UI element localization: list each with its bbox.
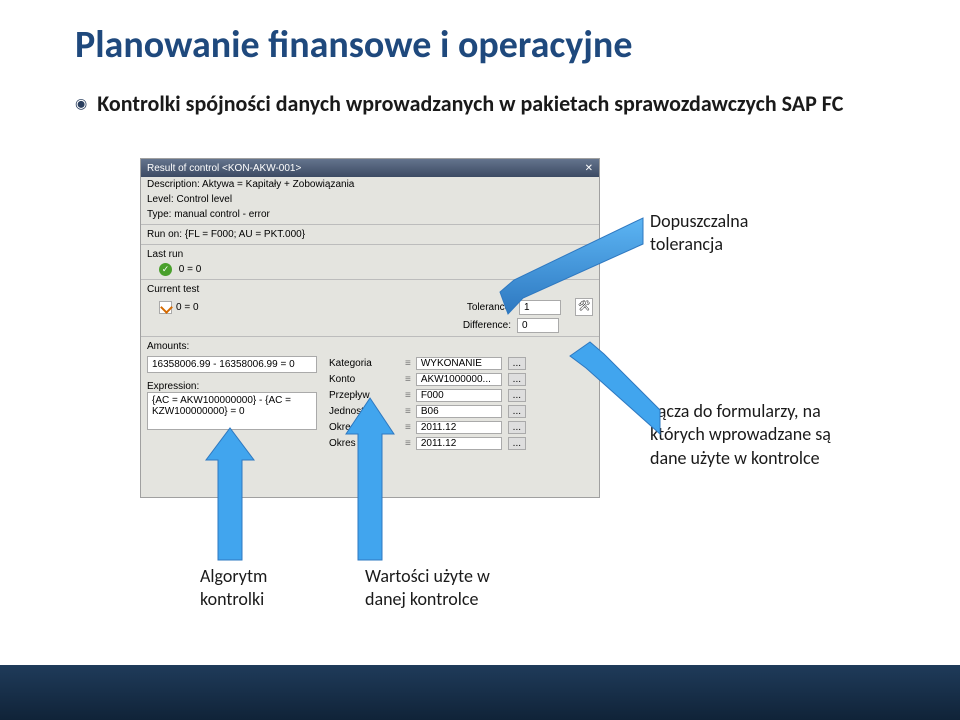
field-lookup-button[interactable]: ... — [508, 405, 526, 418]
field-label: Kategoria — [329, 358, 399, 369]
label-lastrun: Last run — [147, 249, 183, 260]
field-lookup-button[interactable]: ... — [508, 357, 526, 370]
page-title: Planowanie finansowe i operacyjne — [75, 22, 632, 68]
arrow-tolerance — [478, 210, 658, 320]
field-value[interactable]: 2011.12 — [416, 421, 502, 434]
field-value[interactable]: AKW1000000... — [416, 373, 502, 386]
field-label: Konto — [329, 374, 399, 385]
resize-icon[interactable]: ≡ — [405, 390, 410, 401]
annot-values: Wartości użyte w danej kontrolce — [365, 565, 490, 612]
field-row: Konto ≡ AKW1000000...... — [323, 372, 593, 387]
edit-icon[interactable] — [159, 301, 172, 314]
field-lookup-button[interactable]: ... — [508, 437, 526, 450]
amounts-expression: 16358006.99 - 16358006.99 = 0 — [147, 356, 317, 373]
field-value[interactable]: 2011.12 — [416, 437, 502, 450]
label-currenttest: Current test — [147, 284, 199, 295]
arrow-algorithm — [200, 420, 260, 570]
annot-tolerance: Dopuszczalna tolerancja — [650, 210, 748, 257]
label-amounts: Amounts: — [147, 341, 189, 352]
resize-icon[interactable]: ≡ — [405, 422, 410, 433]
field-lookup-button[interactable]: ... — [508, 373, 526, 386]
row-description: Description: Aktywa = Kapitały + Zobowią… — [141, 177, 599, 192]
label-difference: Difference: — [463, 319, 511, 332]
resize-icon[interactable]: ≡ — [405, 374, 410, 385]
window-title: Result of control <KON-AKW-001> — [147, 163, 301, 174]
field-value[interactable]: WYKONANIE — [416, 357, 502, 370]
label-type: Type: — [147, 209, 171, 220]
row-amounts-label: Amounts: — [141, 339, 599, 354]
label-level: Level: — [147, 194, 174, 205]
arrow-values — [310, 390, 400, 570]
value-difference: 0 — [517, 318, 559, 333]
field-lookup-button[interactable]: ... — [508, 389, 526, 402]
value-runon: {FL = F000; AU = PKT.000} — [185, 229, 305, 240]
field-value[interactable]: F000 — [416, 389, 502, 402]
field-value[interactable]: B06 — [416, 405, 502, 418]
row-level: Level: Control level — [141, 192, 599, 207]
footer-bar — [0, 665, 960, 720]
annot-algorithm: Algorytm kontrolki — [200, 565, 267, 612]
value-level: Control level — [176, 194, 232, 205]
close-icon[interactable]: ✕ — [585, 163, 593, 174]
resize-icon[interactable]: ≡ — [405, 438, 410, 449]
check-icon: ✓ — [159, 263, 172, 276]
field-row: Kategoria ≡ WYKONANIE... — [323, 356, 593, 371]
resize-icon[interactable]: ≡ — [405, 358, 410, 369]
window-titlebar: Result of control <KON-AKW-001> ✕ — [141, 159, 599, 177]
value-lastrun: 0 = 0 — [179, 264, 202, 275]
value-type: manual control - error — [174, 209, 270, 220]
bullet-icon: ◉ — [75, 95, 87, 112]
arrow-links — [560, 320, 680, 440]
label-runon: Run on: — [147, 229, 182, 240]
value-description: Aktywa = Kapitały + Zobowiązania — [202, 179, 354, 190]
subtitle-row: ◉ Kontrolki spójności danych wprowadzany… — [75, 90, 843, 117]
field-lookup-button[interactable]: ... — [508, 421, 526, 434]
resize-icon[interactable]: ≡ — [405, 406, 410, 417]
label-expression: Expression: — [147, 381, 317, 392]
label-description: Description: — [147, 179, 200, 190]
value-currenttest: 0 = 0 — [176, 301, 199, 314]
page-subtitle: Kontrolki spójności danych wprowadzanych… — [97, 90, 843, 117]
